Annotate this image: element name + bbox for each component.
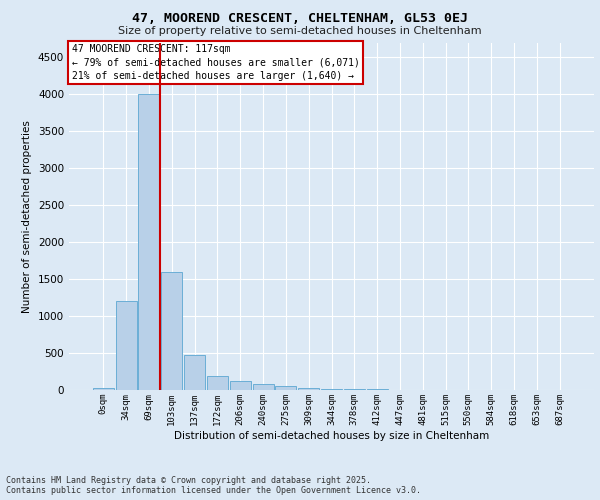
Bar <box>253 384 274 390</box>
Bar <box>321 388 342 390</box>
Y-axis label: Number of semi-detached properties: Number of semi-detached properties <box>22 120 32 312</box>
Bar <box>230 381 251 390</box>
Bar <box>275 386 296 390</box>
Bar <box>116 302 137 390</box>
Bar <box>298 388 319 390</box>
Text: Size of property relative to semi-detached houses in Cheltenham: Size of property relative to semi-detach… <box>118 26 482 36</box>
Bar <box>344 389 365 390</box>
Bar <box>207 376 228 390</box>
Text: Contains HM Land Registry data © Crown copyright and database right 2025.
Contai: Contains HM Land Registry data © Crown c… <box>6 476 421 495</box>
Bar <box>93 388 114 390</box>
Bar <box>161 272 182 390</box>
Text: 47, MOOREND CRESCENT, CHELTENHAM, GL53 0EJ: 47, MOOREND CRESCENT, CHELTENHAM, GL53 0… <box>132 12 468 26</box>
X-axis label: Distribution of semi-detached houses by size in Cheltenham: Distribution of semi-detached houses by … <box>174 430 489 440</box>
Bar <box>184 354 205 390</box>
Text: 47 MOOREND CRESCENT: 117sqm
← 79% of semi-detached houses are smaller (6,071)
21: 47 MOOREND CRESCENT: 117sqm ← 79% of sem… <box>71 44 359 80</box>
Bar <box>139 94 160 390</box>
